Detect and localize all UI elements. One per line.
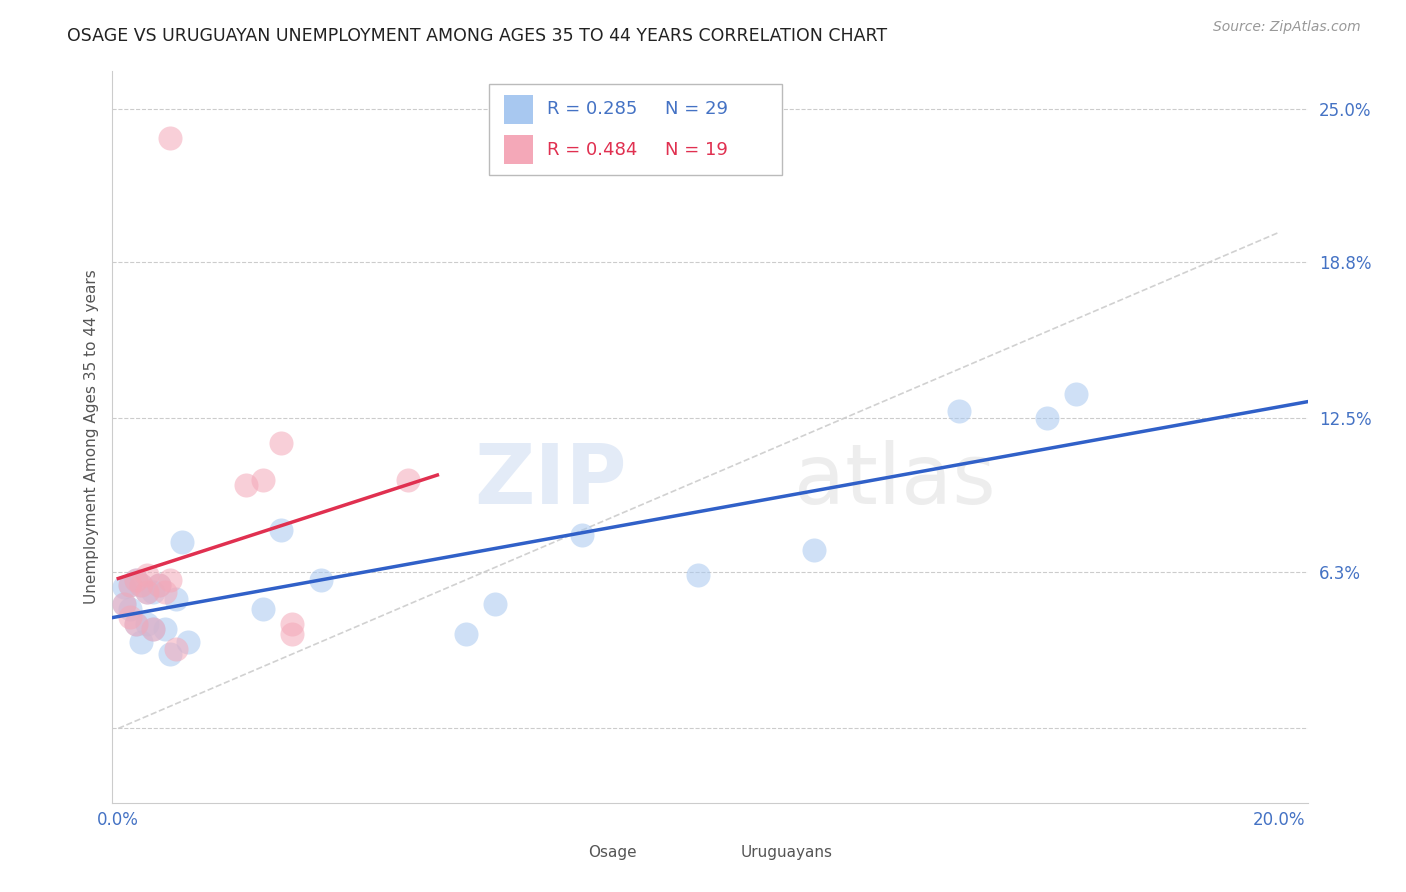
Point <box>142 622 165 636</box>
Point <box>270 523 292 537</box>
Text: R = 0.285: R = 0.285 <box>547 101 638 119</box>
Point <box>112 598 135 612</box>
Point <box>136 585 159 599</box>
Point <box>159 573 181 587</box>
Point <box>112 598 135 612</box>
Point <box>118 577 141 591</box>
Point <box>252 474 274 488</box>
Point <box>125 573 148 587</box>
Point <box>172 535 194 549</box>
Point <box>153 622 176 636</box>
Text: OSAGE VS URUGUAYAN UNEMPLOYMENT AMONG AGES 35 TO 44 YEARS CORRELATION CHART: OSAGE VS URUGUAYAN UNEMPLOYMENT AMONG AG… <box>67 27 887 45</box>
Point <box>142 585 165 599</box>
Point <box>281 627 304 641</box>
Point <box>270 436 292 450</box>
Point <box>235 478 257 492</box>
Text: ZIP: ZIP <box>474 441 627 522</box>
Point <box>165 642 187 657</box>
Point <box>281 617 304 632</box>
Point <box>159 647 181 661</box>
FancyBboxPatch shape <box>554 841 581 864</box>
Point <box>136 585 159 599</box>
Point <box>125 617 148 632</box>
Point <box>252 602 274 616</box>
Point <box>396 474 419 488</box>
Point <box>456 627 478 641</box>
Point <box>118 610 141 624</box>
Point <box>571 528 593 542</box>
Point <box>311 573 333 587</box>
Point <box>159 131 181 145</box>
Text: N = 19: N = 19 <box>665 141 727 159</box>
Point <box>148 577 170 591</box>
Point <box>177 634 200 648</box>
Text: Source: ZipAtlas.com: Source: ZipAtlas.com <box>1213 20 1361 34</box>
Point <box>948 404 970 418</box>
Point <box>118 602 141 616</box>
Point <box>131 577 153 591</box>
Point <box>131 577 153 591</box>
Text: atlas: atlas <box>793 441 995 522</box>
FancyBboxPatch shape <box>707 841 734 864</box>
Text: Uruguayans: Uruguayans <box>741 845 834 860</box>
Point <box>125 617 148 632</box>
Point <box>136 567 159 582</box>
Point <box>153 585 176 599</box>
Point <box>112 580 135 594</box>
Point <box>803 542 825 557</box>
FancyBboxPatch shape <box>505 135 533 164</box>
Point <box>165 592 187 607</box>
Point <box>131 634 153 648</box>
FancyBboxPatch shape <box>505 95 533 124</box>
Point <box>1064 386 1087 401</box>
Text: N = 29: N = 29 <box>665 101 728 119</box>
Text: R = 0.484: R = 0.484 <box>547 141 638 159</box>
Point <box>484 598 506 612</box>
Point <box>1035 411 1057 425</box>
Point <box>118 577 141 591</box>
Y-axis label: Unemployment Among Ages 35 to 44 years: Unemployment Among Ages 35 to 44 years <box>83 269 98 605</box>
Point <box>136 617 159 632</box>
Text: Osage: Osage <box>588 845 637 860</box>
Point <box>125 573 148 587</box>
Point <box>688 567 710 582</box>
FancyBboxPatch shape <box>489 84 782 175</box>
Point <box>142 622 165 636</box>
Point <box>148 577 170 591</box>
